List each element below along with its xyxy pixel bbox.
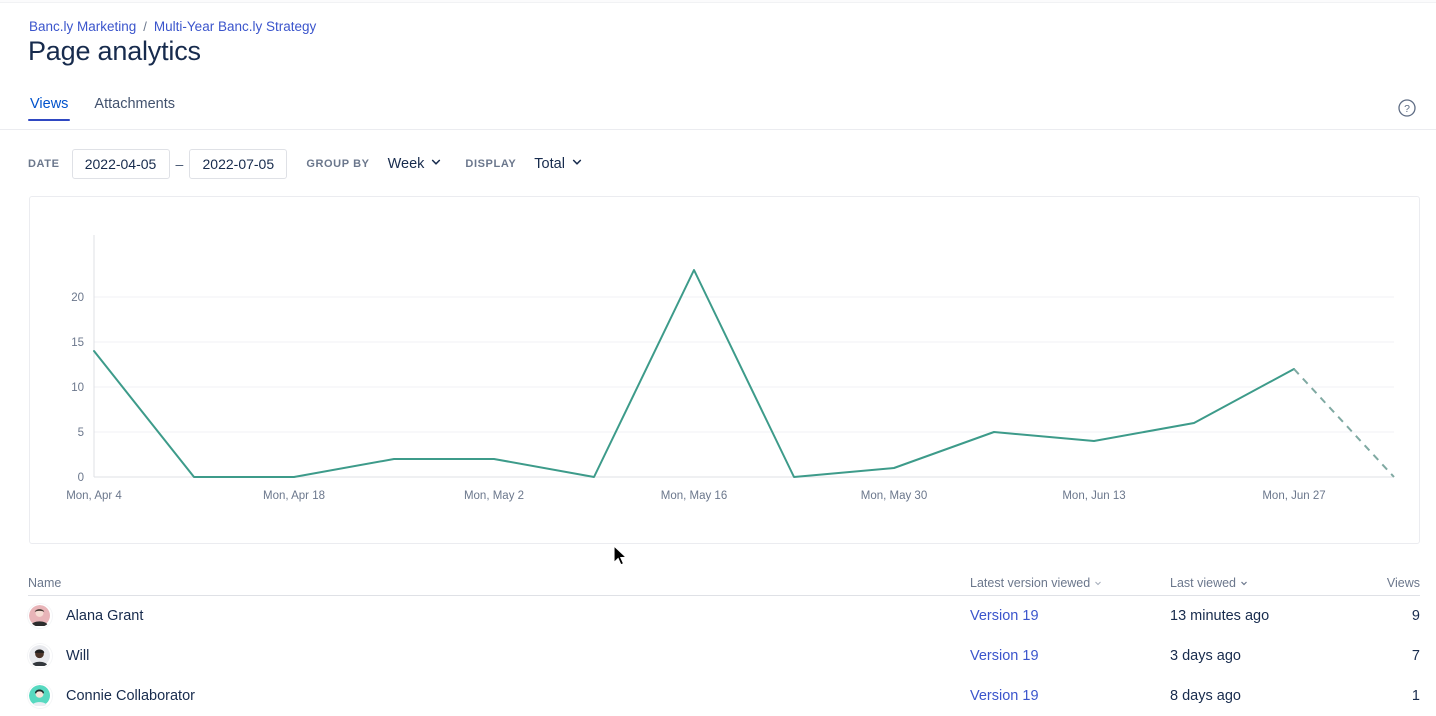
viewer-name-cell: Connie Collaborator xyxy=(28,684,970,708)
table-row[interactable]: Alana Grant Version 19 13 minutes ago 9 xyxy=(28,596,1420,636)
svg-text:Mon, Jun 13: Mon, Jun 13 xyxy=(1062,490,1125,502)
page-title: Page analytics xyxy=(28,36,201,66)
latest-version-cell: Version 19 xyxy=(970,648,1170,664)
avatar xyxy=(28,644,52,668)
svg-text:Mon, Apr 18: Mon, Apr 18 xyxy=(263,490,325,502)
filter-bar: DATE – GROUP BY Week DISPLAY Total xyxy=(28,149,587,179)
browser-chrome-strip xyxy=(0,0,1436,3)
sort-descending-icon xyxy=(1240,576,1248,590)
version-link[interactable]: Version 19 xyxy=(970,648,1039,664)
mouse-cursor xyxy=(613,545,628,566)
viewer-name: Alana Grant xyxy=(66,608,144,624)
display-label: DISPLAY xyxy=(465,158,517,170)
svg-text:Mon, May 2: Mon, May 2 xyxy=(464,490,524,502)
date-to-input[interactable] xyxy=(189,149,288,179)
tab-views[interactable]: Views xyxy=(28,96,71,121)
last-viewed-cell: 13 minutes ago xyxy=(1170,608,1270,624)
viewer-name: Connie Collaborator xyxy=(66,688,195,704)
latest-version-cell: Version 19 xyxy=(970,688,1170,704)
breadcrumb-separator: / xyxy=(143,19,147,34)
column-header-name[interactable]: Name xyxy=(28,575,62,590)
latest-version-cell: Version 19 xyxy=(970,608,1170,624)
breadcrumb-item-page[interactable]: Multi-Year Banc.ly Strategy xyxy=(153,19,317,34)
date-range-separator: – xyxy=(175,156,184,172)
breadcrumb-item-space[interactable]: Banc.ly Marketing xyxy=(29,19,137,34)
views-count-cell: 7 xyxy=(1411,648,1420,664)
column-header-last-viewed-label: Last viewed xyxy=(1170,575,1237,590)
column-header-latest-version[interactable]: Latest version viewed xyxy=(970,576,1170,590)
table-header-row: Name Latest version viewed Last viewed V… xyxy=(28,570,1420,596)
display-value: Total xyxy=(534,156,565,172)
viewers-table: Name Latest version viewed Last viewed V… xyxy=(28,570,1420,716)
svg-text:?: ? xyxy=(1404,103,1410,115)
help-icon[interactable]: ? xyxy=(1396,97,1418,119)
svg-text:10: 10 xyxy=(71,382,84,394)
group-by-select[interactable]: Week xyxy=(384,153,447,175)
tab-bar-divider xyxy=(0,129,1436,130)
viewer-name-cell: Will xyxy=(28,644,970,668)
svg-text:20: 20 xyxy=(71,292,84,304)
viewer-name-cell: Alana Grant xyxy=(28,604,970,628)
svg-text:Mon, May 16: Mon, May 16 xyxy=(661,490,727,502)
svg-text:Mon, Apr 4: Mon, Apr 4 xyxy=(66,490,122,502)
viewer-name: Will xyxy=(66,648,90,664)
sort-indicator-icon xyxy=(1094,576,1102,590)
date-from-input[interactable] xyxy=(71,149,170,179)
table-row[interactable]: Connie Collaborator Version 19 8 days ag… xyxy=(28,676,1420,716)
svg-text:Mon, Jun 27: Mon, Jun 27 xyxy=(1262,490,1325,502)
last-viewed-cell: 8 days ago xyxy=(1170,688,1241,704)
group-by-value: Week xyxy=(387,156,425,172)
version-link[interactable]: Version 19 xyxy=(970,688,1039,704)
svg-text:5: 5 xyxy=(78,427,84,439)
group-by-label: GROUP BY xyxy=(306,158,370,170)
avatar xyxy=(28,604,52,628)
views-count-cell: 9 xyxy=(1411,608,1420,624)
column-header-views[interactable]: Views xyxy=(1386,575,1420,590)
svg-text:Mon, May 30: Mon, May 30 xyxy=(861,490,927,502)
breadcrumb: Banc.ly Marketing / Multi-Year Banc.ly S… xyxy=(29,18,316,36)
display-select[interactable]: Total xyxy=(530,153,587,175)
date-label: DATE xyxy=(28,158,60,170)
column-header-last-viewed[interactable]: Last viewed xyxy=(1170,576,1365,590)
avatar xyxy=(28,684,52,708)
views-chart-card: 0 5 10 15 20 Mon, Apr 4 Mon, Apr 18 Mon, May 2 M… xyxy=(29,196,1420,544)
chevron-down-icon xyxy=(430,156,442,172)
tab-bar: Views Attachments xyxy=(28,96,177,121)
views-line-chart[interactable]: 0 5 10 15 20 Mon, Apr 4 Mon, Apr 18 Mon, May 2 M… xyxy=(30,197,1419,543)
svg-text:0: 0 xyxy=(78,472,84,484)
table-row[interactable]: Will Version 19 3 days ago 7 xyxy=(28,636,1420,676)
version-link[interactable]: Version 19 xyxy=(970,608,1039,624)
tab-attachments[interactable]: Attachments xyxy=(94,96,176,112)
svg-text:15: 15 xyxy=(71,337,84,349)
views-count-cell: 1 xyxy=(1411,688,1420,704)
last-viewed-cell: 3 days ago xyxy=(1170,648,1241,664)
column-header-latest-version-label: Latest version viewed xyxy=(970,575,1091,590)
chevron-down-icon xyxy=(571,156,583,172)
